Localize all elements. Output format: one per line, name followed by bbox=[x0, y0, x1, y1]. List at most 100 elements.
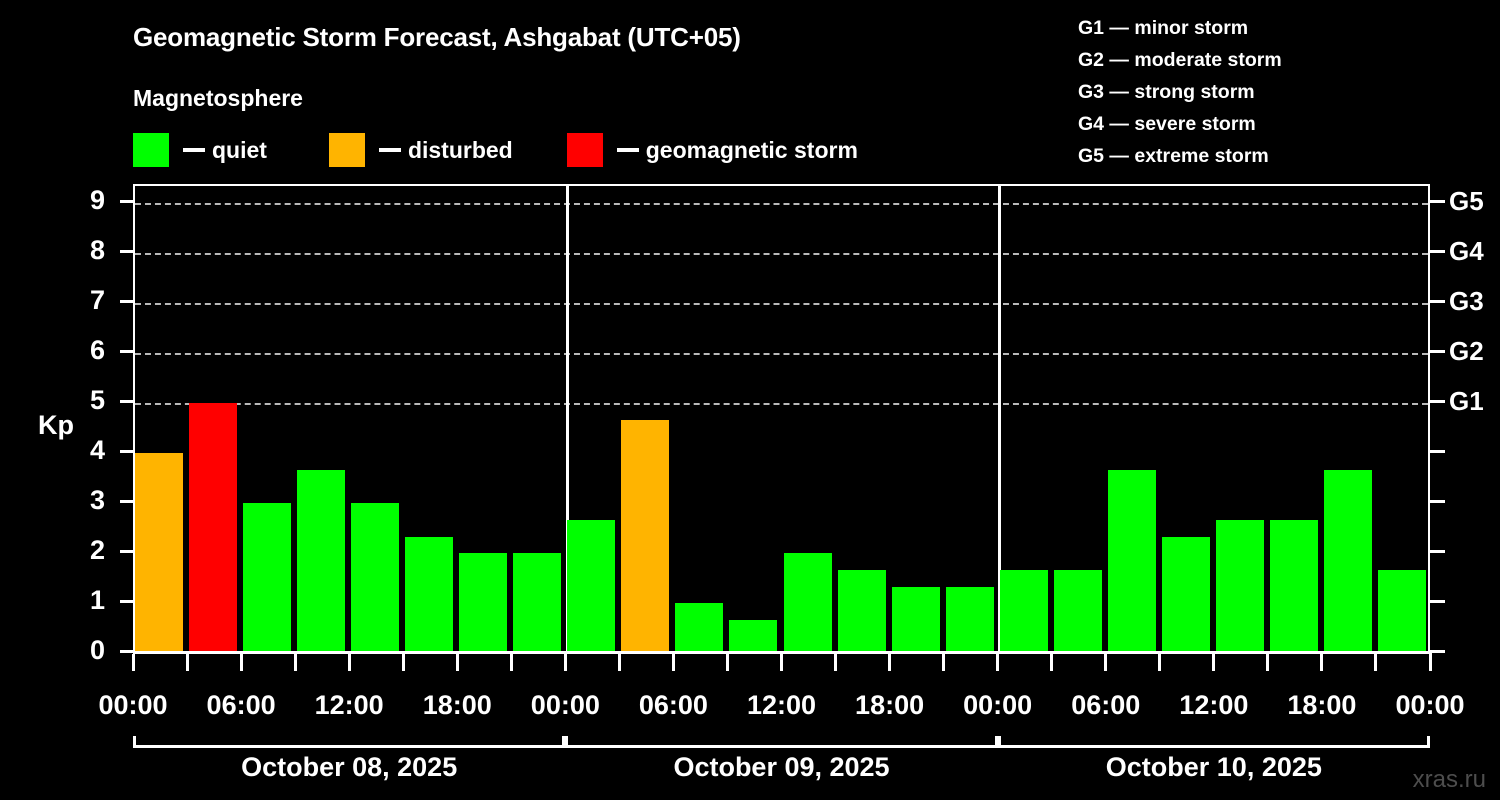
date-bracket bbox=[997, 736, 1430, 748]
x-tick-mark bbox=[834, 654, 838, 671]
x-tick-label: 18:00 bbox=[855, 690, 925, 720]
g-tick-mark bbox=[1430, 199, 1445, 203]
legend-entry: geomagnetic storm bbox=[566, 131, 858, 169]
bar[interactable] bbox=[297, 469, 346, 653]
gridline bbox=[135, 403, 1428, 406]
g-legend-code: G3 bbox=[1078, 81, 1105, 103]
day-divider bbox=[998, 186, 1002, 653]
y-tick-mark bbox=[120, 449, 133, 453]
bar[interactable] bbox=[891, 586, 940, 653]
y-tick-mark bbox=[120, 599, 133, 603]
y-tick-mark bbox=[120, 549, 133, 553]
day-divider bbox=[565, 186, 569, 653]
bar[interactable] bbox=[459, 553, 508, 653]
bar[interactable] bbox=[621, 419, 670, 653]
x-tick-mark bbox=[996, 654, 1000, 671]
g-minor-tick-mark bbox=[1430, 549, 1445, 553]
bar[interactable] bbox=[1107, 469, 1156, 653]
bar[interactable] bbox=[405, 536, 454, 653]
date-label: October 08, 2025 bbox=[241, 752, 458, 782]
g-tick-mark bbox=[1430, 299, 1445, 303]
y-tick-label: 8 bbox=[89, 235, 105, 266]
bar[interactable] bbox=[1377, 569, 1426, 653]
x-tick-mark bbox=[617, 654, 621, 671]
g-tick-label: G4 bbox=[1449, 236, 1484, 267]
x-tick-label: 12:00 bbox=[1179, 690, 1249, 720]
bar[interactable] bbox=[1053, 569, 1102, 653]
y-tick-label: 9 bbox=[89, 185, 105, 216]
g-legend-row: G3 — strong storm bbox=[1078, 76, 1478, 108]
y-tick-mark bbox=[120, 649, 133, 653]
bar[interactable] bbox=[189, 403, 238, 653]
bar[interactable] bbox=[243, 503, 292, 653]
x-tick-mark bbox=[780, 654, 783, 671]
x-tick-mark bbox=[1320, 654, 1324, 671]
g-legend-text: extreme storm bbox=[1134, 145, 1269, 167]
bar[interactable] bbox=[1269, 519, 1318, 653]
bar[interactable] bbox=[351, 503, 400, 653]
bar[interactable] bbox=[1161, 536, 1210, 653]
bar[interactable] bbox=[729, 619, 778, 653]
y-tick-mark bbox=[120, 199, 133, 203]
bar[interactable] bbox=[837, 569, 886, 653]
color-legend: quiet disturbed geomagnetic storm bbox=[133, 131, 858, 169]
g-legend-row: G2 — moderate storm bbox=[1078, 44, 1478, 76]
x-tick-label: 00:00 bbox=[963, 690, 1033, 720]
g-tick-label: G1 bbox=[1449, 386, 1484, 417]
g-legend-dash-icon: — bbox=[1104, 145, 1135, 167]
y-tick-label: 6 bbox=[89, 335, 105, 366]
x-tick-mark bbox=[1158, 654, 1162, 671]
g-tick-mark bbox=[1430, 349, 1445, 353]
legend-dash-icon bbox=[183, 148, 205, 152]
g-scale-legend: G1 — minor storm G2 — moderate storm G3 — … bbox=[1078, 12, 1478, 172]
bar[interactable] bbox=[135, 453, 184, 653]
x-tick-label: 00:00 bbox=[1395, 690, 1465, 720]
date-bracket bbox=[133, 736, 566, 748]
x-tick-label: 00:00 bbox=[98, 690, 168, 720]
date-label: October 10, 2025 bbox=[1105, 752, 1322, 782]
bar[interactable] bbox=[675, 603, 724, 653]
g-tick-mark bbox=[1430, 249, 1445, 253]
x-tick-mark bbox=[131, 654, 135, 671]
gridline bbox=[135, 353, 1428, 356]
g-legend-row: G5 — extreme storm bbox=[1078, 140, 1478, 172]
x-tick-label: 18:00 bbox=[1287, 690, 1357, 720]
watermark: xras.ru bbox=[1412, 766, 1486, 793]
date-label: October 09, 2025 bbox=[673, 752, 890, 782]
legend-label: quiet bbox=[212, 136, 267, 163]
g-minor-tick-mark bbox=[1430, 599, 1445, 603]
y-tick-mark bbox=[120, 399, 133, 403]
x-tick-mark bbox=[888, 654, 892, 671]
legend-dash-icon bbox=[378, 148, 401, 152]
g-legend-code: G4 bbox=[1078, 113, 1105, 135]
x-tick-mark bbox=[455, 654, 459, 671]
g-legend-code: G2 bbox=[1078, 49, 1105, 71]
y-tick-label: 3 bbox=[89, 485, 105, 516]
magnetosphere-section-label: Magnetosphere bbox=[133, 85, 303, 111]
legend-entry: quiet bbox=[133, 131, 267, 169]
y-axis-title: Kp bbox=[38, 410, 74, 440]
g-legend-row: G1 — minor storm bbox=[1078, 12, 1478, 44]
x-tick-mark bbox=[401, 654, 405, 671]
g-tick-label: G2 bbox=[1449, 336, 1484, 367]
bar[interactable] bbox=[1323, 469, 1372, 653]
y-tick-label: 0 bbox=[89, 635, 105, 665]
x-tick-label: 06:00 bbox=[1071, 690, 1141, 720]
bar[interactable] bbox=[513, 553, 562, 653]
x-tick-mark bbox=[1374, 654, 1378, 671]
x-tick-mark bbox=[942, 654, 946, 671]
x-tick-mark bbox=[563, 654, 567, 671]
bar[interactable] bbox=[1215, 519, 1264, 653]
legend-label: disturbed bbox=[407, 136, 513, 163]
bar[interactable] bbox=[783, 553, 832, 653]
x-tick-mark bbox=[725, 654, 729, 671]
bar[interactable] bbox=[567, 519, 616, 653]
quiet-swatch bbox=[133, 133, 169, 167]
storm-swatch bbox=[566, 133, 603, 167]
g-tick-mark bbox=[1430, 399, 1445, 403]
bar[interactable] bbox=[945, 586, 994, 653]
legend-dash-icon bbox=[616, 148, 639, 152]
bar[interactable] bbox=[999, 569, 1048, 653]
page-title: Geomagnetic Storm Forecast, Ashgabat (UT… bbox=[133, 22, 741, 52]
x-tick-label: 00:00 bbox=[530, 690, 600, 720]
